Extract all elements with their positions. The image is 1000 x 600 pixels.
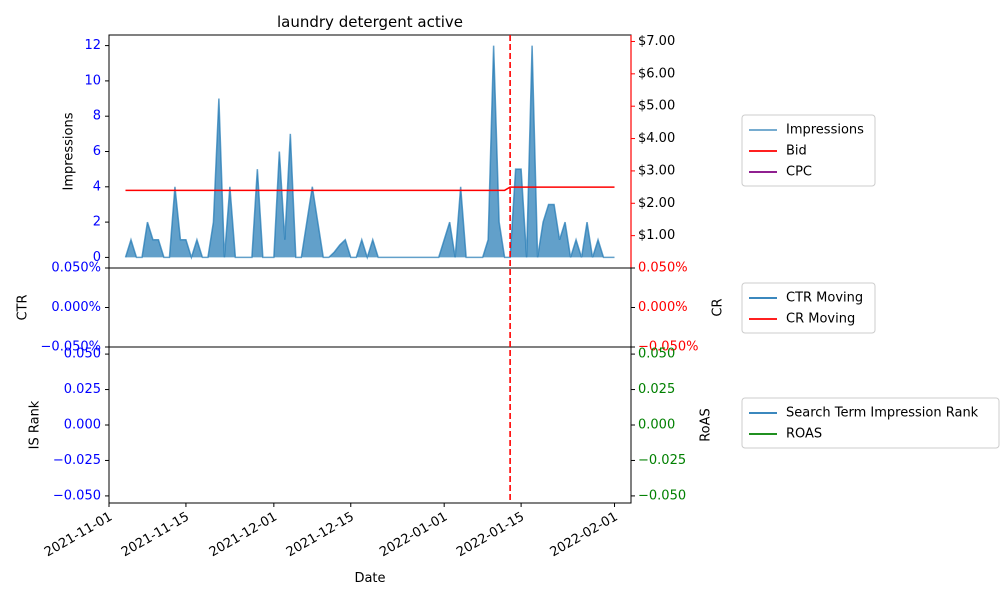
legend-label: Search Term Impression Rank — [786, 406, 979, 421]
ctr-plot-frame — [108, 267, 632, 348]
y-tick-label: 10 — [84, 73, 101, 88]
y2-tick-label: 0.050% — [638, 261, 688, 276]
y-tick-label: −0.050% — [41, 340, 101, 355]
x-tick-label: 2022-01-15 — [454, 509, 527, 560]
y2-tick-label: $1.00 — [638, 228, 675, 243]
y2-tick-label: −0.025 — [638, 453, 686, 468]
y2-tick-label: $6.00 — [638, 66, 675, 81]
legend-label: CR Moving — [786, 312, 855, 327]
y-tick-label: 0.000% — [51, 300, 101, 315]
y-tick-label: 0.000 — [64, 418, 101, 433]
y-tick-label: 0 — [93, 250, 101, 265]
y2-tick-label: $7.00 — [638, 34, 675, 49]
legend-label: Bid — [786, 144, 807, 159]
y2-tick-label: $4.00 — [638, 131, 675, 146]
y-tick-label: 2 — [93, 215, 101, 230]
y2-tick-label: $3.00 — [638, 163, 675, 178]
y-tick-label: 12 — [84, 38, 101, 53]
chart-title: laundry detergent active — [277, 13, 463, 31]
y-tick-label: 6 — [93, 144, 101, 159]
legend-label: CTR Moving — [786, 291, 863, 306]
legend-label: ROAS — [786, 427, 822, 442]
legend-label: CPC — [786, 165, 812, 180]
y2-axis-label: CR — [711, 298, 726, 316]
y-tick-label: −0.050 — [53, 488, 101, 503]
y2-tick-label: −0.050% — [638, 340, 698, 355]
bid-line — [125, 186, 615, 192]
y-tick-label: 0.050% — [51, 261, 101, 276]
y-tick-label: 8 — [93, 109, 101, 124]
y2-tick-label: $2.00 — [638, 196, 675, 211]
y-tick-label: 4 — [93, 179, 101, 194]
impressions-area — [125, 45, 615, 258]
x-axis-label: Date — [354, 571, 385, 586]
y-axis-label: Impressions — [62, 112, 77, 190]
date-axis: 2021-11-01 2021-11-15 2021-12-01 2021-12-15… — [42, 503, 621, 560]
y2-tick-label: 0.000% — [638, 300, 688, 315]
is-rank-plot-frame — [108, 346, 632, 504]
x-tick-label: 2021-11-15 — [119, 509, 192, 560]
y2-axis-label: RoAS — [699, 408, 714, 442]
x-tick-label: 2022-01-01 — [377, 509, 450, 560]
legend-box — [741, 114, 876, 187]
y-tick-label: 0.050 — [64, 347, 101, 362]
impressions-panel: 0 2 4 6 8 10 12 $1.00 $2.00 $3.00 $4.00 $5.00 $6.00 $… — [62, 34, 675, 269]
y-axis-label: CTR — [16, 294, 31, 320]
legends: Impressions Bid CPC CTR Moving CR Moving Sear… — [741, 114, 1000, 449]
y2-tick-label: 0.000 — [638, 418, 675, 433]
x-tick-label: 2021-12-15 — [284, 509, 357, 560]
legend-box — [741, 282, 876, 334]
y2-tick-label: 0.025 — [638, 382, 675, 397]
is-rank-panel: −0.050 −0.025 0.000 0.025 0.050 −0.050 −0.025 0… — [28, 346, 714, 504]
y-tick-label: −0.025 — [53, 453, 101, 468]
legend-label: Impressions — [786, 123, 864, 138]
x-tick-label: 2021-11-01 — [42, 509, 115, 560]
y2-tick-label: $5.00 — [638, 99, 675, 114]
y-axis-label: IS Rank — [28, 400, 43, 449]
y2-tick-label: 0.050 — [638, 347, 675, 362]
y2-tick-label: −0.050 — [638, 488, 686, 503]
impressions-line — [124, 45, 615, 260]
x-tick-label: 2021-12-01 — [207, 509, 280, 560]
x-tick-label: 2022-02-01 — [548, 509, 621, 560]
legend-box — [741, 397, 1000, 449]
y-tick-label: 0.025 — [64, 382, 101, 397]
ctr-panel: −0.050% 0.000% 0.050% −0.050% 0.000% 0.050% CT… — [16, 261, 726, 355]
